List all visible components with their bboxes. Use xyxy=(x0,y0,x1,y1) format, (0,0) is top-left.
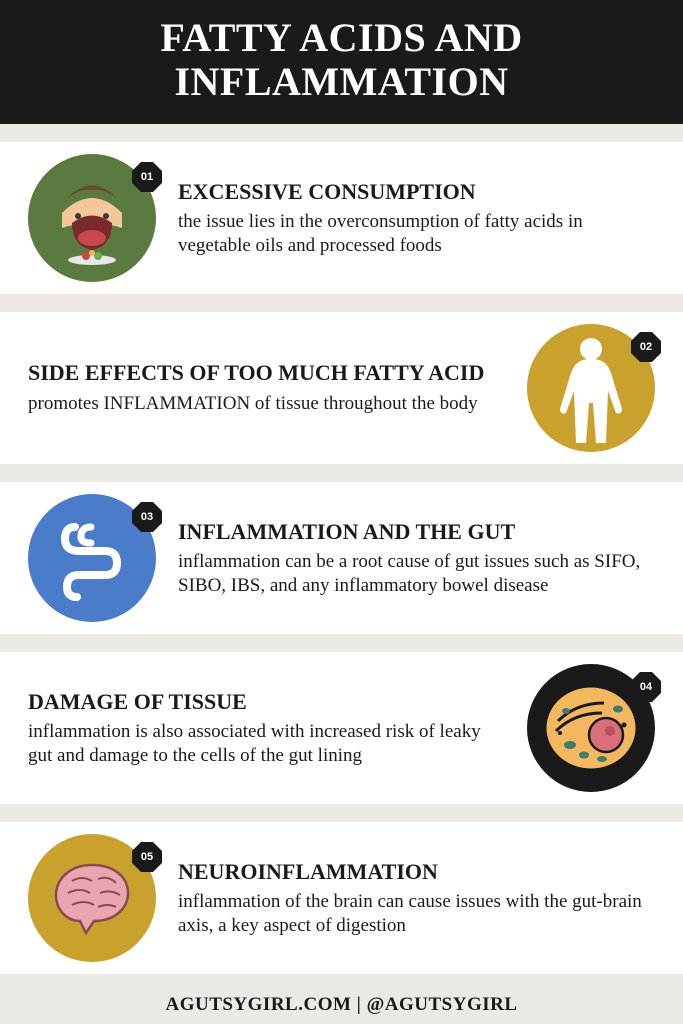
badge-1: 01 xyxy=(132,162,162,192)
section-3-text: INFLAMMATION AND THE GUT inflammation ca… xyxy=(178,519,655,598)
section-5: 05 NEUROINFLAMMATION inflammation of the… xyxy=(0,822,683,974)
badge-2: 02 xyxy=(631,332,661,362)
footer-credit: AGUTSYGIRL.COM | @AGUTSYGIRL xyxy=(0,974,683,1016)
badge-3: 03 xyxy=(132,502,162,532)
section-3-body: inflammation can be a root cause of gut … xyxy=(178,550,655,598)
section-2: 02 SIDE EFFECTS OF TOO MUCH FATTY ACID p… xyxy=(0,312,683,464)
section-4-body: inflammation is also associated with inc… xyxy=(28,720,505,768)
section-2-text: SIDE EFFECTS OF TOO MUCH FATTY ACID prom… xyxy=(28,360,505,415)
section-5-body: inflammation of the brain can cause issu… xyxy=(178,890,655,938)
badge-4: 04 xyxy=(631,672,661,702)
icon-wrap-1: 01 xyxy=(28,154,156,282)
section-3: 03 INFLAMMATION AND THE GUT inflammation… xyxy=(0,482,683,634)
section-5-text: NEUROINFLAMMATION inflammation of the br… xyxy=(178,859,655,938)
badge-5: 05 xyxy=(132,842,162,872)
section-1: 01 EXCESSIVE CONSUMPTION the issue lies … xyxy=(0,142,683,294)
section-1-title: EXCESSIVE CONSUMPTION xyxy=(178,179,655,204)
section-4-title: DAMAGE OF TISSUE xyxy=(28,689,505,714)
section-5-title: NEUROINFLAMMATION xyxy=(178,859,655,884)
section-4: 04 DAMAGE OF TISSUE inflammation is also… xyxy=(0,652,683,804)
section-2-title: SIDE EFFECTS OF TOO MUCH FATTY ACID xyxy=(28,360,505,385)
icon-wrap-5: 05 xyxy=(28,834,156,962)
page-title: FATTY ACIDS AND INFLAMMATION xyxy=(0,0,683,124)
section-4-text: DAMAGE OF TISSUE inflammation is also as… xyxy=(28,689,505,768)
section-3-title: INFLAMMATION AND THE GUT xyxy=(178,519,655,544)
section-2-body: promotes INFLAMMATION of tissue througho… xyxy=(28,392,505,416)
icon-wrap-2: 02 xyxy=(527,324,655,452)
icon-wrap-4: 04 xyxy=(527,664,655,792)
icon-wrap-3: 03 xyxy=(28,494,156,622)
section-1-body: the issue lies in the overconsumption of… xyxy=(178,210,655,258)
section-1-text: EXCESSIVE CONSUMPTION the issue lies in … xyxy=(178,179,655,258)
